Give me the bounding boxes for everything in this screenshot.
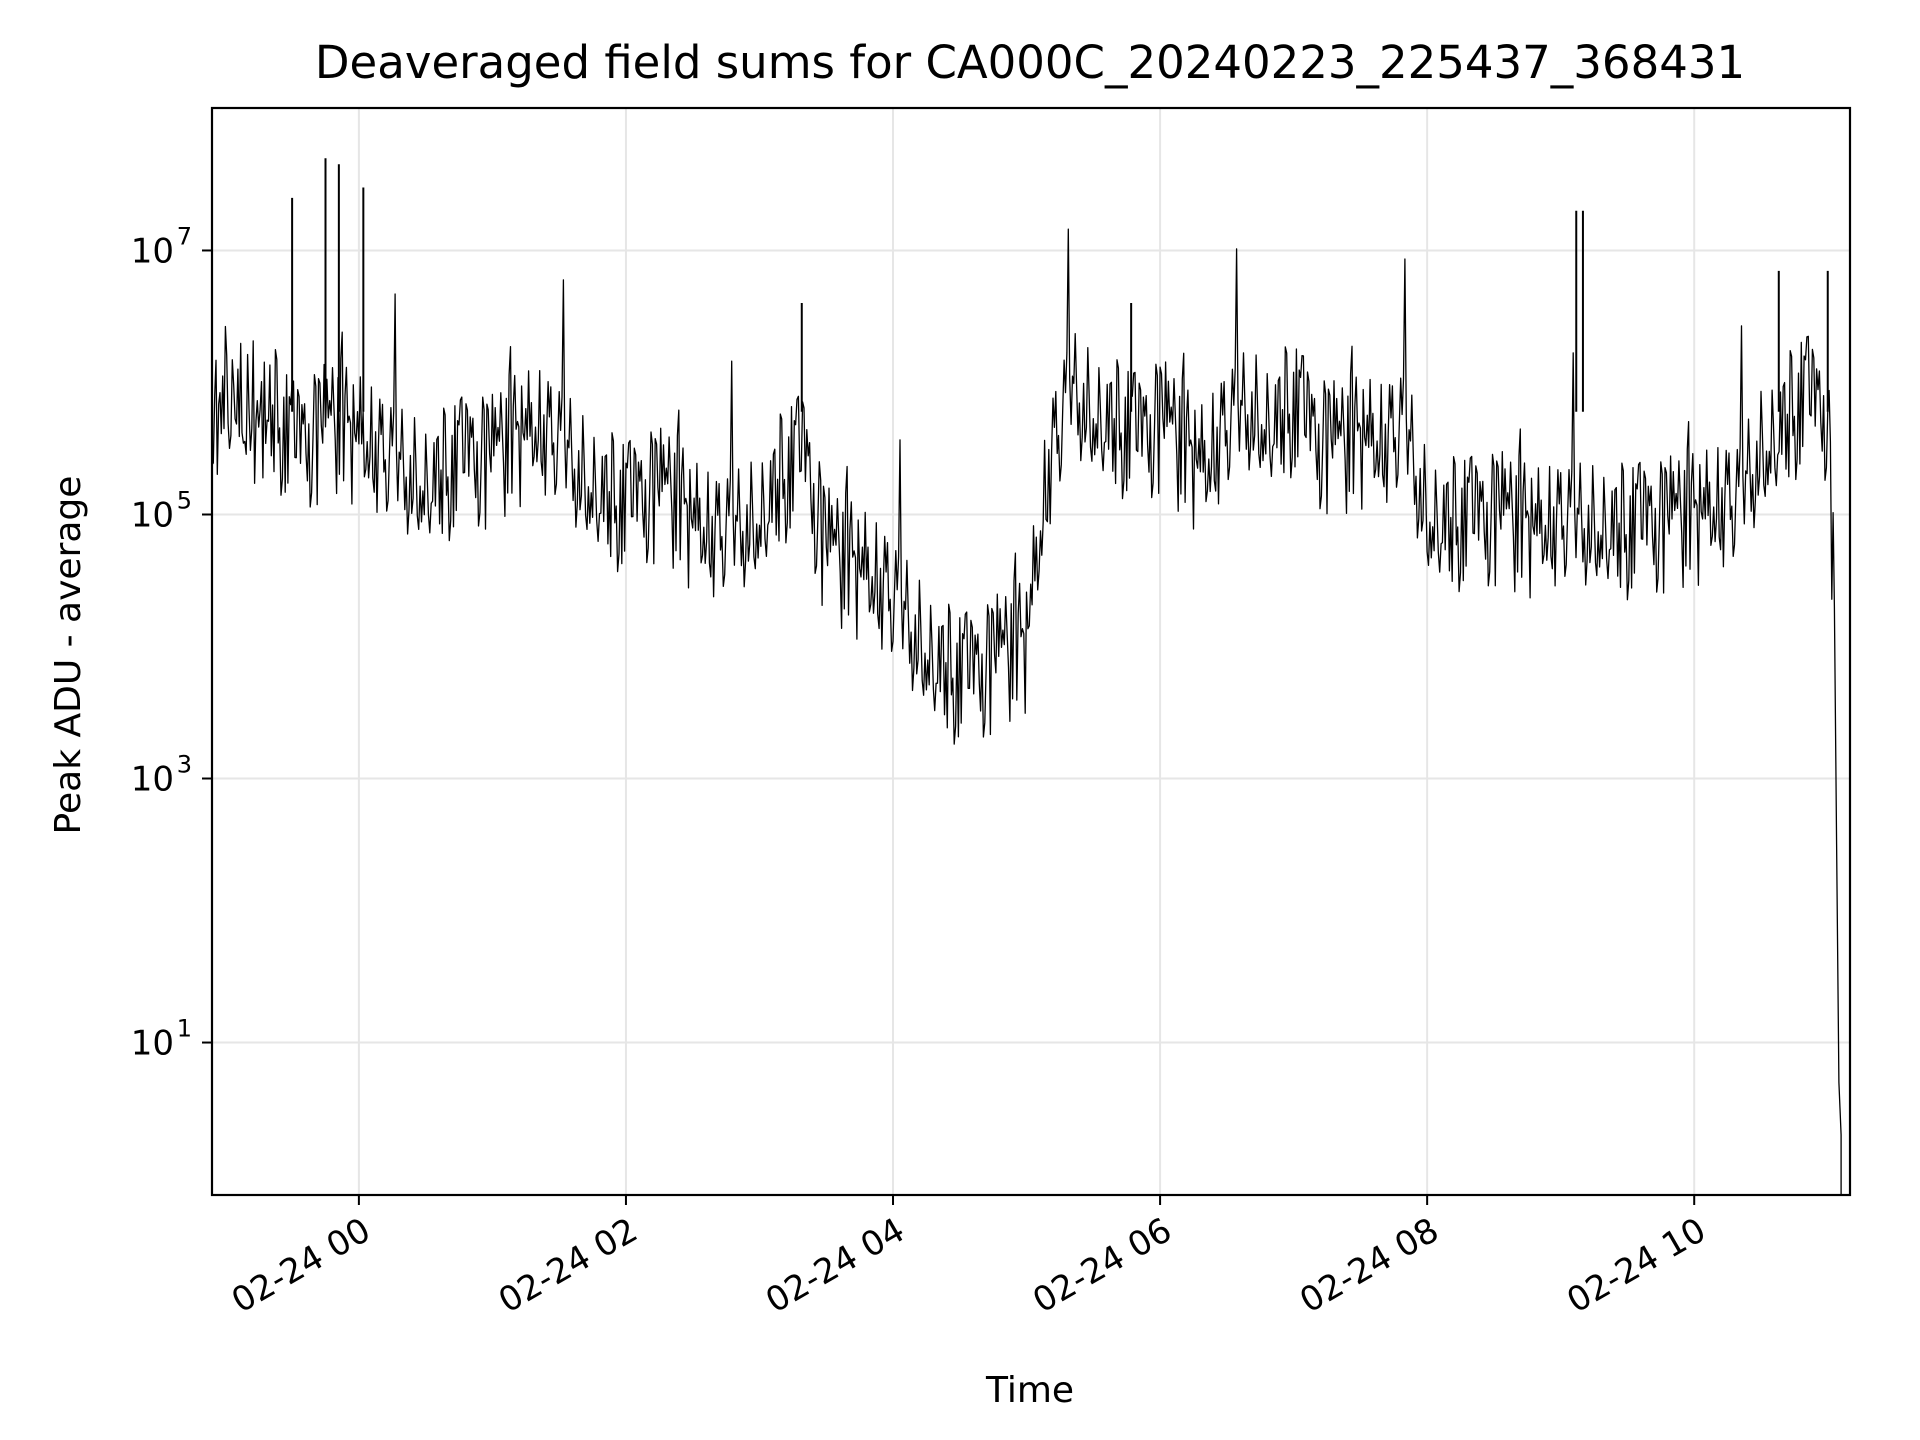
chart-title: Deaveraged field sums for CA000C_2024022… bbox=[315, 36, 1745, 89]
plot-frame bbox=[210, 106, 1852, 1197]
y-tick-exponent: 3 bbox=[177, 751, 192, 779]
x-axis-label: Time bbox=[985, 1370, 1074, 1411]
x-tick-label: 02-24 08 bbox=[1293, 1210, 1445, 1321]
series-line-0 bbox=[211, 228, 1842, 1195]
grid bbox=[212, 108, 1850, 1195]
x-tick-label: 02-24 10 bbox=[1560, 1210, 1712, 1321]
series-layer bbox=[211, 158, 1842, 1195]
x-tick-label: 02-24 00 bbox=[225, 1210, 377, 1321]
y-tick-exponent: 7 bbox=[177, 222, 192, 250]
y-tick-exponent: 5 bbox=[177, 486, 192, 514]
y-tick-label: 10 bbox=[131, 495, 174, 535]
y-tick-label: 10 bbox=[131, 231, 174, 271]
y-tick-exponent: 1 bbox=[177, 1015, 192, 1043]
x-tick-label: 02-24 06 bbox=[1026, 1210, 1178, 1321]
x-tick-label: 02-24 02 bbox=[492, 1210, 644, 1321]
y-axis-label: Peak ADU - average bbox=[48, 476, 89, 835]
x-tick-label: 02-24 04 bbox=[759, 1210, 911, 1321]
y-tick-label: 10 bbox=[131, 760, 174, 800]
y-tick-label: 10 bbox=[131, 1024, 174, 1064]
